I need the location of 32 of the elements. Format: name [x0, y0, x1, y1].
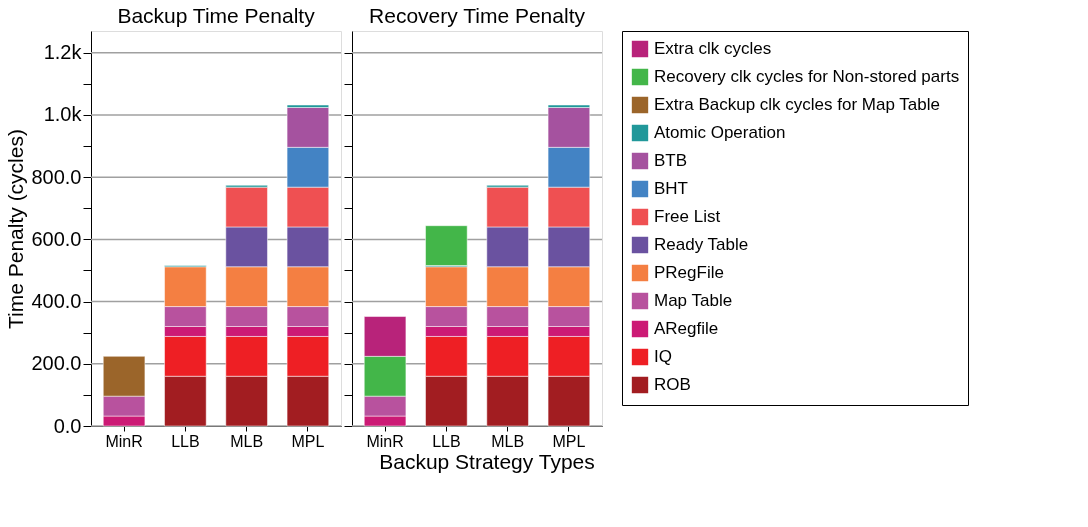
x-axis-title: Backup Strategy Types — [379, 449, 595, 473]
legend-label: IQ — [654, 347, 672, 366]
chart-title: Recovery Time Penalty — [369, 4, 586, 27]
legend-label: PRegFile — [654, 263, 724, 282]
y-tick-label: 400.0 — [31, 290, 82, 313]
y-tick-label: 200.0 — [31, 352, 82, 375]
x-tick-label: MLB — [230, 432, 264, 450]
x-tick-label: LLB — [432, 432, 461, 450]
y-tick-label: 600.0 — [31, 227, 82, 250]
x-tick-label: MLB — [491, 432, 525, 450]
legend-label: Map Table — [654, 291, 733, 310]
legend-label: Free List — [654, 207, 721, 226]
legend-label: BTB — [654, 151, 688, 170]
x-tick-label: MinR — [105, 432, 143, 450]
legend-label: BHT — [654, 179, 688, 198]
legend-label: Atomic Operation — [654, 123, 786, 142]
legend-label: ROB — [654, 375, 691, 394]
legend-label: ARegfile — [654, 319, 719, 338]
y-axis-title: Time Penalty (cycles) — [4, 129, 28, 329]
y-tick-label: 1.2k — [43, 41, 83, 64]
x-tick-label: MinR — [366, 432, 404, 450]
legend-label: Extra Backup clk cycles for Map Table — [654, 95, 940, 114]
x-tick-label: LLB — [171, 432, 200, 450]
x-tick-label: MPL — [291, 432, 325, 450]
legend-label: Recovery clk cycles for Non-stored parts — [654, 67, 960, 86]
y-tick-label: 0.0 — [53, 414, 82, 437]
y-tick-label: 800.0 — [31, 165, 82, 188]
x-tick-label: MPL — [552, 432, 586, 450]
y-tick-label: 1.0k — [43, 103, 83, 126]
legend-label: Ready Table — [654, 235, 749, 254]
chart-title: Backup Time Penalty — [117, 4, 316, 27]
legend-label: Extra clk cycles — [654, 39, 772, 58]
